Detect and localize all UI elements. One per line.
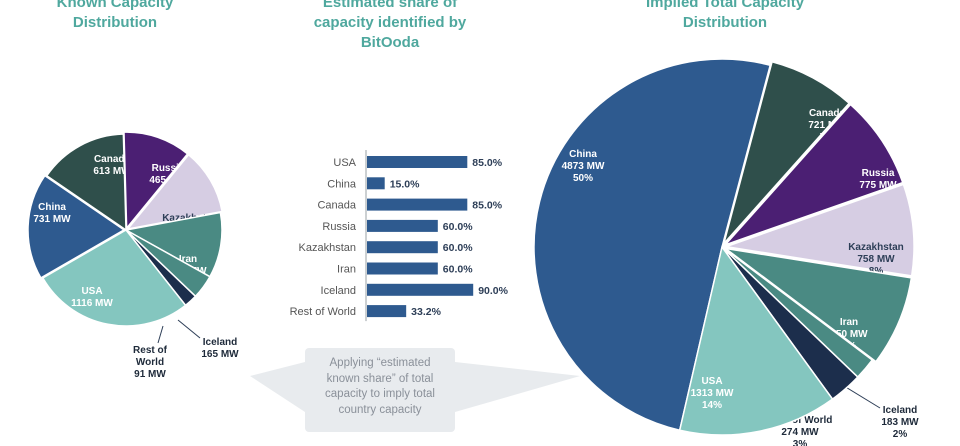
bar-value-label: 60.0% <box>443 264 473 276</box>
bar-category-label: Iran <box>337 264 356 276</box>
bar-category-label: USA <box>333 157 356 169</box>
slice-label-canada: Canada <box>809 108 846 119</box>
bar-canada <box>367 198 468 211</box>
bar-iceland <box>367 283 474 296</box>
pie-slice-canada <box>723 60 851 244</box>
pie-slice-russia <box>724 103 904 246</box>
callout-text: Applying “estimated known share” of tota… <box>325 357 435 416</box>
bar-russia <box>367 219 438 232</box>
bar-category-label: Russia <box>322 221 357 233</box>
slice-label-usa: 14% <box>702 400 722 411</box>
slice-label-rest_of_world: World <box>136 357 164 368</box>
slice-label-canada: 721 MW <box>808 120 846 131</box>
bar-value-label: 60.0% <box>443 221 473 233</box>
title-line: BitOoda <box>360 34 420 51</box>
pie-slice-china <box>533 58 772 432</box>
slice-label-kazakhstan: Kazakhstan <box>848 242 904 253</box>
bar-value-label: 15.0% <box>390 178 420 190</box>
slice-label-rest_of_world: Rest of <box>133 345 168 356</box>
slice-label-usa: 1116 MW <box>71 298 113 309</box>
bar-kazakhstan <box>367 241 438 254</box>
slice-label-kazakhstan: 758 MW <box>857 254 895 265</box>
callout-arrow-right <box>455 362 580 412</box>
title-line: capacity identified by <box>313 14 467 31</box>
slice-label-canada: 613 MW <box>93 166 131 177</box>
title-line: Known Capacity <box>56 0 174 11</box>
bar-value-label: 85.0% <box>472 157 502 169</box>
slice-label-usa: USA <box>81 286 102 297</box>
pie-slice-usa <box>41 229 187 327</box>
slice-label-usa: USA <box>701 376 722 387</box>
bar-value-label: 60.0% <box>443 242 473 254</box>
leader-line <box>157 325 164 344</box>
slice-label-china: 4873 MW <box>562 161 605 172</box>
bar-category-label: Kazakhstan <box>299 242 356 254</box>
bar-category-label: Rest of World <box>290 306 356 318</box>
bar-value-label: 33.2% <box>411 306 441 318</box>
slice-label-kazakhstan: 8% <box>869 266 884 277</box>
slice-label-usa: 1313 MW <box>691 388 734 399</box>
slice-label-china: China <box>569 149 597 160</box>
slice-label-russia: Russia <box>862 168 895 179</box>
pie-slice-usa <box>678 245 834 436</box>
implied-capacity-title: Implied Total Capacity Distribution <box>600 0 850 33</box>
slice-label-rest_of_world: 91 MW <box>134 369 166 380</box>
pie-slice-iran <box>123 211 223 278</box>
known-capacity-title: Known Capacity Distribution <box>20 0 210 33</box>
estimated-share-bars: USA 85.0% China 15.0% Canada 85.0% Russia 60.0%… <box>290 150 509 322</box>
title-line: Distribution <box>72 14 158 31</box>
callout-box <box>305 348 455 432</box>
slice-label-russia: 775 MW <box>859 180 897 191</box>
slice-label-rest_of_world: 3% <box>793 439 808 446</box>
bar-rest-of-world <box>367 305 407 318</box>
bar-category-label: Canada <box>317 200 356 212</box>
slice-label-iran: 750 MW <box>830 329 868 340</box>
slice-label-russia: Russia <box>152 163 185 174</box>
slice-label-iceland: 183 MW <box>881 417 919 428</box>
leader-line <box>177 319 201 339</box>
slice-label-china: China <box>38 202 66 213</box>
slice-label-rest_of_world: 274 MW <box>781 427 819 438</box>
slice-label-iran: Iran <box>179 254 197 265</box>
title-line: Distribution <box>682 14 768 31</box>
pie-slice-canada <box>45 133 127 232</box>
bar-iran <box>367 262 438 275</box>
slice-label-iran: Iran <box>840 317 858 328</box>
slice-label-china: 50% <box>573 173 593 184</box>
slice-label-iceland: Iceland <box>203 337 237 348</box>
title-line: Implied Total Capacity <box>645 0 805 11</box>
bar-value-label: 90.0% <box>478 285 508 297</box>
bar-usa <box>367 156 468 168</box>
bar-category-label: Iceland <box>321 285 356 297</box>
slice-label-china: 731 MW <box>33 214 71 225</box>
title-line: Estimated share of <box>322 0 458 11</box>
callout-arrow-left <box>250 362 305 412</box>
pie-slice-kazakhstan <box>725 183 915 277</box>
slice-label-iceland: 165 MW <box>201 349 239 360</box>
bar-china <box>367 177 385 190</box>
slice-label-canada: Canada <box>94 154 131 165</box>
slice-label-iceland: 2% <box>893 429 908 440</box>
bar-category-label: China <box>327 178 357 190</box>
slice-label-rest_of_world: Rest of World <box>768 415 833 426</box>
pie-slice-iran <box>725 247 913 363</box>
pie-slice-russia <box>123 131 189 231</box>
estimated-share-title: Estimated share of capacity identified b… <box>290 0 490 53</box>
slice-label-iceland: Iceland <box>883 405 917 416</box>
pie-slice-kazakhstan <box>125 153 223 231</box>
pie-slice-china <box>27 174 126 279</box>
bar-value-label: 85.0% <box>472 200 502 212</box>
